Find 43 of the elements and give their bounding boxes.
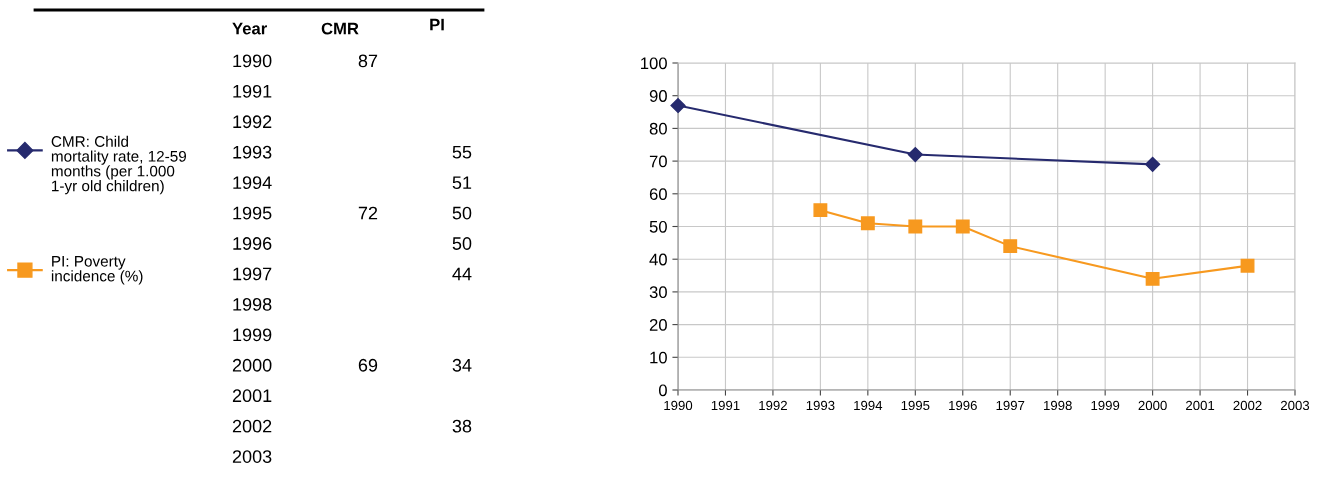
x-tick-label: 2001 <box>1186 400 1215 411</box>
y-tick-label: 0 <box>658 384 667 397</box>
x-tick-label: 2002 <box>1233 400 1262 411</box>
x-tick-label: 2000 <box>1138 400 1167 411</box>
y-tick-label: 40 <box>649 253 667 266</box>
x-tick-label: 1998 <box>1044 400 1072 411</box>
text: CMR <box>321 22 359 35</box>
y-tick-label: 80 <box>649 122 667 135</box>
x-tick-label: 1993 <box>806 400 835 411</box>
text: PI <box>430 18 444 31</box>
x-tick-label: 2003 <box>1280 400 1310 411</box>
legend-label: PI: Poverty incidence (%) <box>51 256 143 285</box>
x-tick-label: 1995 <box>901 400 930 411</box>
x-tick-label: 1992 <box>759 400 787 411</box>
text: Year <box>232 22 267 35</box>
text: 87 72 69 <box>358 54 378 372</box>
y-tick-label: 10 <box>650 351 667 364</box>
point <box>907 146 923 163</box>
point <box>1145 156 1161 172</box>
x-tick-label: 1999 <box>1091 400 1120 411</box>
y-tick-label: 30 <box>649 286 667 299</box>
text: 55 51 50 50 44 34 38 <box>452 145 472 433</box>
point <box>813 203 828 218</box>
y-tick-label: 70 <box>649 155 667 168</box>
point <box>955 219 970 234</box>
point <box>1145 271 1160 286</box>
point <box>908 219 923 234</box>
legend-label: CMR: Child mortality rate, 12-59 months (per 1.000 1-yr old children) <box>51 135 187 195</box>
y-tick-label: 50 <box>649 220 667 233</box>
point <box>1240 258 1255 273</box>
y-tick-label: 90 <box>649 90 667 102</box>
x-tick-label: 1996 <box>949 400 977 411</box>
y-tick-label: 100 <box>641 57 667 70</box>
x-tick-label: 1997 <box>996 400 1025 411</box>
x-tick-label: 1991 <box>711 400 740 411</box>
y-tick-label: 20 <box>649 319 667 331</box>
x-tick-label: 1990 <box>664 400 693 411</box>
point <box>670 97 686 114</box>
text: 1990 1991 1992 1993 1994 1995 1996 1997 1998 1999 2000 2001 2002 2003 <box>232 54 272 463</box>
point <box>1003 239 1018 254</box>
y-tick-label: 60 <box>649 188 667 200</box>
x-tick-label: 1994 <box>854 400 883 411</box>
point <box>860 216 875 231</box>
